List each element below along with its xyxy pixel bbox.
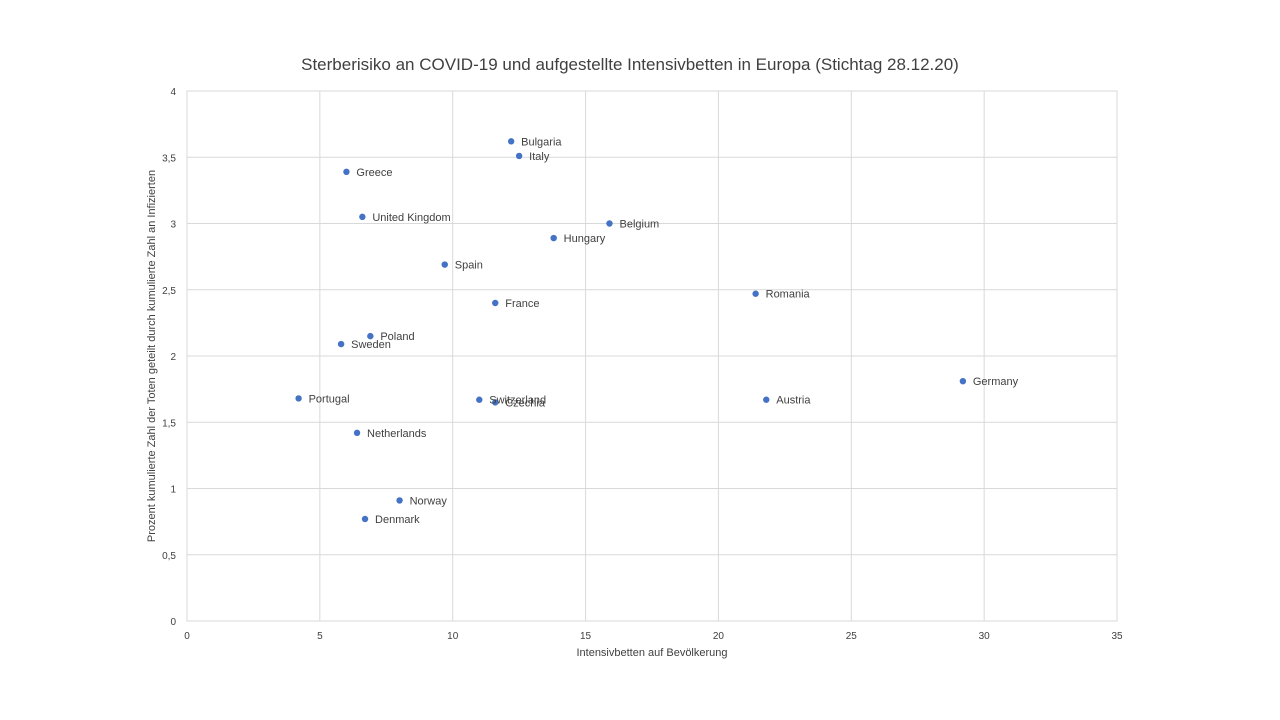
data-label: Hungary (564, 233, 606, 245)
y-tick-label: 2 (170, 352, 176, 363)
y-tick-label: 0,5 (162, 551, 176, 562)
data-label: Denmark (375, 514, 420, 526)
data-label: Bulgaria (521, 136, 562, 148)
y-tick-label: 0 (170, 617, 176, 628)
y-tick-label: 1,5 (162, 418, 176, 429)
plot-frame (186, 90, 1118, 622)
data-label: Spain (455, 260, 483, 272)
data-labels: Bulgaria Italy Greece United Kingdom Belgium… (309, 136, 1019, 526)
data-point (396, 497, 403, 504)
y-tick-label: 1 (170, 485, 176, 496)
data-point (763, 396, 770, 403)
data-label: Greece (356, 167, 392, 179)
plot-area-border (186, 90, 1118, 622)
data-label: Netherlands (367, 428, 427, 440)
tick-labels: 0 5 10 15 20 25 30 35 0 0,5 1 1,5 2 2,5 3 3,5 4 (162, 87, 1123, 642)
x-tick-label: 0 (184, 631, 190, 642)
data-point (367, 332, 374, 340)
data-point (492, 399, 499, 406)
data-label: Romania (766, 289, 811, 301)
x-tick-label: 15 (580, 631, 592, 642)
data-label: Switzerland (489, 395, 546, 407)
x-tick-label: 10 (447, 631, 459, 642)
data-label: Norway (410, 495, 448, 507)
data-label: Germany (973, 376, 1019, 388)
data-point (515, 152, 523, 160)
y-tick-label: 3 (170, 220, 176, 231)
data-label: Portugal (309, 393, 350, 405)
y-tick-label: 4 (170, 87, 176, 98)
data-point (441, 261, 448, 268)
x-tick-label: 30 (979, 631, 991, 642)
x-tick-label: 5 (317, 631, 323, 642)
data-point (295, 395, 302, 402)
chart-title: Sterberisiko an COVID-19 und aufgestellt… (301, 55, 959, 74)
data-point (507, 138, 515, 145)
data-label: Italy (529, 151, 550, 163)
data-label: Belgium (619, 219, 659, 231)
data-point (476, 396, 483, 403)
y-tick-label: 3,5 (162, 153, 176, 164)
data-label: United Kingdom (372, 212, 450, 224)
data-point (343, 168, 350, 176)
x-axis-label: Intensivbetten auf Bevölkerung (576, 647, 727, 659)
data-point (959, 377, 967, 385)
data-point (353, 429, 361, 437)
data-points (295, 138, 967, 523)
data-point (359, 213, 366, 221)
data-point (492, 299, 499, 307)
data-point (606, 220, 613, 227)
data-label: Poland (380, 331, 414, 343)
data-point (337, 340, 345, 348)
data-point (550, 234, 557, 242)
x-tick-label: 20 (713, 631, 725, 642)
y-tick-label: 2,5 (162, 286, 176, 297)
x-tick-label: 25 (846, 631, 858, 642)
data-point (361, 515, 369, 523)
data-label: Sweden (351, 339, 391, 351)
data-label: Czechia (505, 397, 546, 409)
data-label: Austria (776, 395, 811, 407)
data-point (752, 290, 759, 297)
grid-layer (186, 90, 1118, 622)
data-label: France (505, 298, 539, 310)
x-tick-label: 35 (1111, 631, 1123, 642)
y-axis-label: Prozent kumulierte Zahl der Toten geteil… (146, 170, 158, 542)
